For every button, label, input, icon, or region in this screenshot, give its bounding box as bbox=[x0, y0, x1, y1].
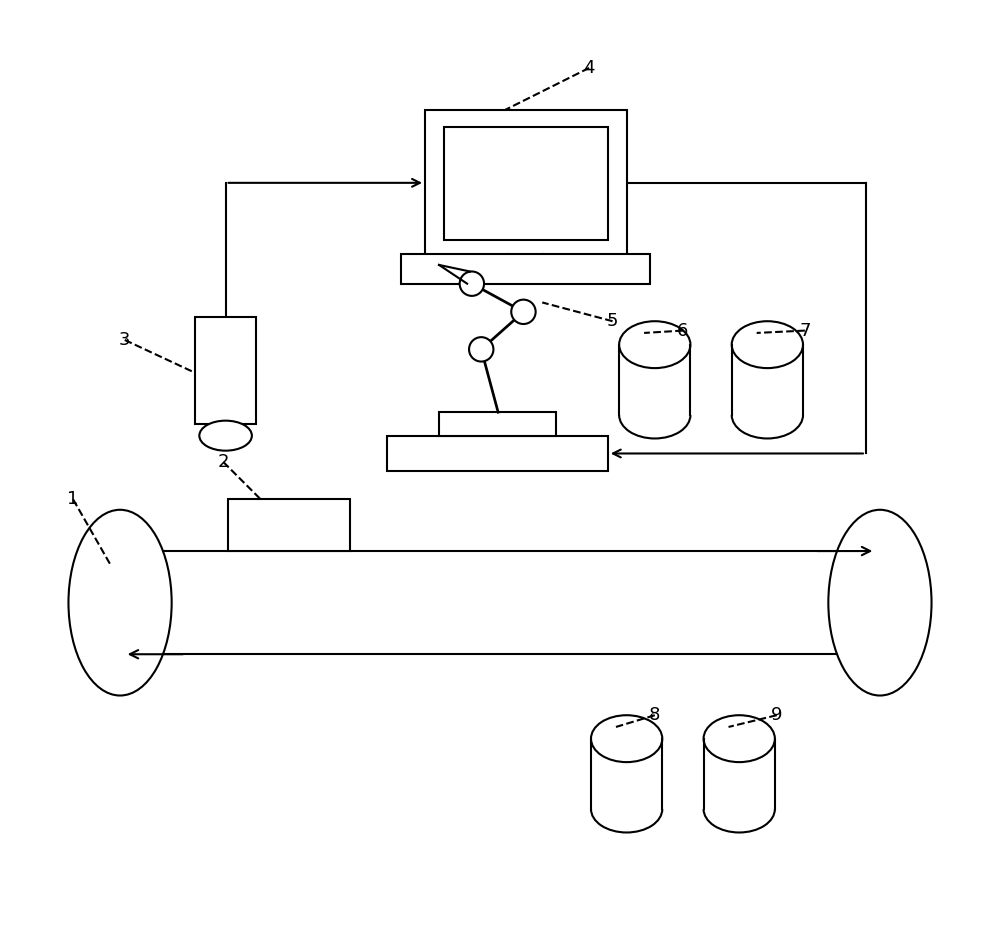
Bar bbox=[195, 316, 256, 425]
Ellipse shape bbox=[704, 715, 775, 763]
Circle shape bbox=[469, 337, 493, 362]
Text: 4: 4 bbox=[583, 59, 595, 77]
Text: 6: 6 bbox=[677, 322, 689, 340]
Text: 9: 9 bbox=[771, 706, 782, 724]
Ellipse shape bbox=[732, 321, 803, 368]
Text: 7: 7 bbox=[799, 322, 811, 340]
Text: 1: 1 bbox=[67, 490, 79, 508]
Ellipse shape bbox=[619, 321, 690, 368]
Ellipse shape bbox=[199, 421, 252, 450]
Text: 3: 3 bbox=[119, 331, 131, 349]
Bar bbox=[425, 110, 627, 255]
Bar bbox=[228, 500, 350, 551]
Circle shape bbox=[460, 271, 484, 296]
Bar bbox=[439, 412, 556, 436]
Bar bbox=[387, 436, 608, 471]
Ellipse shape bbox=[68, 509, 172, 696]
Text: 2: 2 bbox=[218, 453, 229, 471]
Bar bbox=[401, 253, 650, 284]
Ellipse shape bbox=[828, 509, 932, 696]
Circle shape bbox=[511, 300, 536, 324]
Bar bbox=[444, 127, 608, 240]
Ellipse shape bbox=[591, 715, 662, 763]
Text: 8: 8 bbox=[649, 706, 660, 724]
Text: 5: 5 bbox=[607, 312, 618, 330]
